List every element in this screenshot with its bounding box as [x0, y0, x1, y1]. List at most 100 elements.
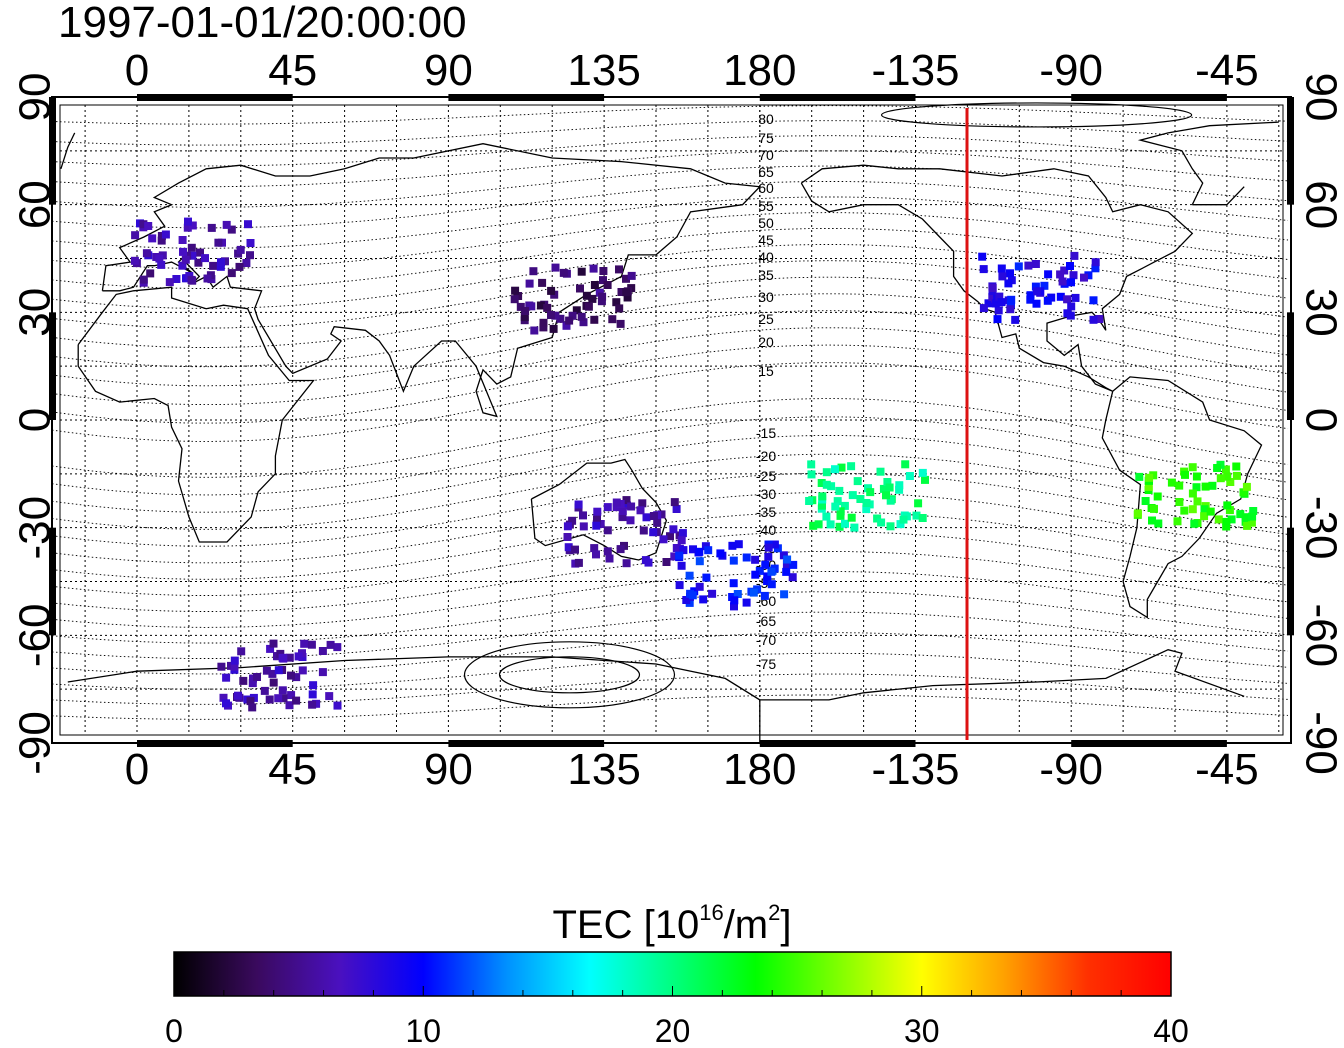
tec-pixel: [547, 311, 555, 319]
tec-pixel: [728, 541, 737, 550]
tec-pixel: [318, 647, 327, 655]
left-latitude-label: -90: [11, 711, 60, 775]
tec-pixel: [639, 526, 648, 535]
tec-pixel: [239, 676, 248, 685]
magnetic-latitude-contour: [52, 260, 1289, 329]
tec-pixel: [682, 596, 691, 604]
tec-pixel: [764, 543, 773, 552]
tec-pixel: [268, 669, 277, 678]
tec-pixel: [1208, 481, 1217, 490]
tec-pixel: [847, 462, 856, 471]
tec-pixel: [246, 697, 255, 706]
tec-pixel: [511, 286, 520, 295]
tec-pixel: [1192, 483, 1201, 492]
tec-pixel: [300, 639, 309, 648]
tec-pixel: [708, 589, 717, 598]
tec-pixel: [1033, 287, 1041, 296]
tec-pixel: [984, 299, 993, 308]
right-latitude-label: 30: [1296, 288, 1344, 337]
tec-pixel: [818, 492, 827, 501]
bottom-border-bar: [137, 740, 293, 747]
tec-pixel: [918, 468, 927, 477]
tec-pixel: [593, 515, 601, 524]
tec-pixel: [662, 558, 671, 566]
tec-pixel: [612, 298, 621, 307]
continent-greenland: [60, 132, 76, 169]
tec-pixel: [287, 691, 296, 700]
contour-label: -70: [756, 632, 776, 648]
right-latitude-label: -90: [1296, 711, 1344, 775]
tec-pixel: [995, 292, 1004, 301]
tec-pixel: [235, 262, 244, 271]
tec-pixel: [695, 582, 704, 591]
tec-pixel: [1241, 513, 1250, 522]
bottom-longitude-label: 180: [723, 745, 796, 794]
tec-pixel: [262, 666, 271, 675]
tec-pixel: [146, 269, 155, 278]
tec-pixel: [592, 521, 601, 530]
tec-pixel: [615, 265, 623, 274]
magnetic-latitude-contour: [52, 472, 1289, 547]
left-latitude-label: 90: [11, 73, 60, 122]
tec-pixel: [675, 551, 684, 560]
tec-pixel: [836, 511, 845, 520]
tec-pixel: [1167, 478, 1176, 487]
tec-pixel: [520, 313, 529, 322]
tec-pixel: [269, 639, 278, 648]
contour-label: 70: [758, 147, 774, 163]
tec-pixel: [598, 292, 607, 301]
tec-pixel: [918, 514, 927, 522]
tec-pixel: [309, 681, 318, 690]
tec-pixel: [588, 294, 597, 303]
contour-label: -40: [756, 522, 776, 538]
left-latitude-label: -30: [11, 496, 60, 560]
tec-pixel: [244, 220, 252, 229]
tec-pixel: [729, 556, 738, 565]
contour-label: -75: [756, 656, 776, 672]
tec-pixel: [807, 460, 816, 469]
tec-pixel: [848, 491, 857, 500]
tec-pixel: [770, 540, 779, 549]
tec-pixel: [1232, 462, 1241, 471]
tec-pixel: [612, 503, 621, 512]
tec-pixel: [642, 513, 651, 522]
right-latitude-label: 60: [1296, 180, 1344, 229]
tec-pixel: [1181, 470, 1189, 479]
tec-pixel: [782, 567, 791, 576]
tec-pixel: [551, 263, 560, 272]
left-border-bar: [49, 312, 56, 420]
tec-pixel: [1149, 471, 1158, 480]
magnetic-latitude-contour: [52, 276, 1289, 348]
tec-pixel: [1006, 305, 1015, 314]
colorbar-label-exponent: 16: [699, 900, 724, 925]
magnetic-latitude-contour: [52, 398, 1289, 478]
tec-pixel: [1248, 512, 1257, 521]
tec-pixel: [599, 267, 608, 275]
tec-pixel: [1222, 517, 1231, 526]
tec-pixel: [1221, 465, 1230, 474]
continent-greenland: [1137, 121, 1279, 205]
tec-pixel: [260, 686, 269, 695]
tec-pixel: [608, 315, 617, 324]
tec-pixel: [675, 581, 684, 590]
left-border-bar: [49, 97, 56, 205]
bottom-longitude-label: 0: [125, 745, 149, 794]
tec-pixel: [666, 532, 674, 541]
tec-pixel: [1006, 269, 1014, 278]
contour-label: 55: [758, 198, 774, 214]
tec-pixel: [1232, 471, 1241, 480]
tec-pixel: [623, 501, 631, 510]
tec-pixel: [1089, 315, 1098, 324]
tec-pixel: [883, 478, 892, 486]
tec-pixel: [183, 223, 192, 232]
tec-pixel: [809, 521, 818, 530]
south-magnetic-pole-contour: [498, 656, 641, 694]
top-border-bar: [759, 94, 916, 101]
tec-pixel: [139, 220, 148, 229]
contour-label: 30: [758, 289, 774, 305]
tec-pixel: [653, 518, 662, 527]
contour-label: -30: [756, 486, 776, 502]
tec-pixel: [590, 544, 599, 553]
tec-pixel: [333, 701, 342, 710]
